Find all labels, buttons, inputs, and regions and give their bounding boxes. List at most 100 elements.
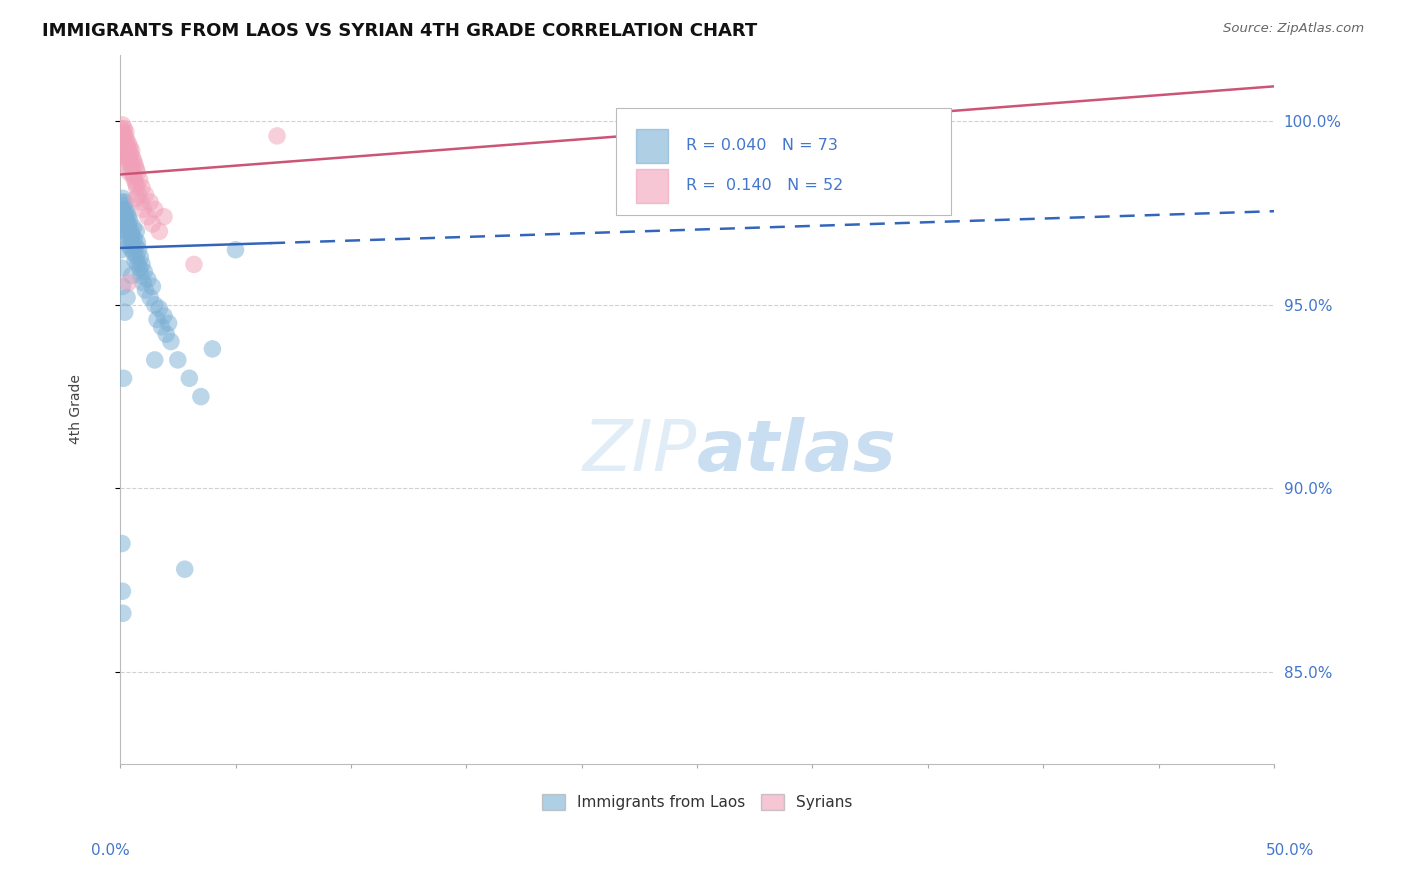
Point [134, 265, 156, 279]
Point [124, 173, 146, 187]
Point [115, 206, 138, 220]
Point [141, 279, 163, 293]
Point [115, 151, 138, 165]
Point [112, 121, 135, 136]
Point [122, 220, 145, 235]
Point [122, 169, 145, 184]
Point [127, 257, 149, 271]
Text: 0.0%: 0.0% [91, 843, 131, 858]
Point [114, 136, 136, 151]
Point [110, 121, 132, 136]
Point [111, 136, 134, 151]
Point [150, 319, 173, 334]
Point [153, 309, 176, 323]
Point [120, 147, 142, 161]
Point [111, 125, 134, 139]
Point [139, 291, 162, 305]
Point [132, 276, 155, 290]
Point [111, 536, 134, 550]
Point [115, 202, 138, 217]
Point [112, 199, 135, 213]
Point [121, 243, 143, 257]
Point [117, 210, 139, 224]
Legend: Immigrants from Laos, Syrians: Immigrants from Laos, Syrians [536, 789, 858, 816]
Point [120, 232, 142, 246]
Point [134, 187, 156, 202]
Point [114, 144, 136, 158]
Point [117, 147, 139, 161]
Point [124, 158, 146, 172]
Point [139, 194, 162, 209]
Point [121, 268, 143, 283]
Point [128, 173, 150, 187]
Point [129, 268, 152, 283]
Point [136, 210, 159, 224]
Point [146, 312, 169, 326]
Point [125, 180, 148, 194]
Point [125, 191, 148, 205]
Bar [636, 128, 668, 163]
Point [117, 136, 139, 151]
Point [148, 224, 170, 238]
Point [115, 125, 138, 139]
Point [115, 140, 138, 154]
Point [118, 140, 141, 154]
Text: 50.0%: 50.0% [1267, 843, 1315, 858]
Point [114, 210, 136, 224]
Text: atlas: atlas [697, 417, 897, 486]
Point [114, 305, 136, 319]
Text: Source: ZipAtlas.com: Source: ZipAtlas.com [1223, 22, 1364, 36]
Point [266, 128, 288, 143]
Point [201, 342, 224, 356]
Point [111, 279, 134, 293]
Point [157, 316, 180, 330]
Point [111, 128, 134, 143]
Point [166, 352, 188, 367]
Text: ZIP: ZIP [582, 417, 697, 486]
Point [127, 235, 149, 250]
Point [124, 253, 146, 268]
Point [112, 371, 135, 385]
Point [121, 235, 143, 250]
Text: R = 0.040   N = 73: R = 0.040 N = 73 [686, 137, 838, 153]
Point [118, 144, 141, 158]
Point [111, 191, 134, 205]
Bar [636, 169, 668, 202]
Point [128, 261, 150, 276]
Point [115, 224, 138, 238]
Point [115, 132, 138, 146]
Point [132, 202, 155, 217]
Text: 4th Grade: 4th Grade [69, 375, 83, 444]
Point [125, 161, 148, 176]
Point [111, 217, 134, 231]
Point [129, 194, 152, 209]
Point [117, 220, 139, 235]
Point [160, 334, 183, 349]
Point [112, 206, 135, 220]
Point [122, 246, 145, 260]
Point [155, 327, 177, 342]
Point [111, 261, 134, 276]
Point [115, 213, 138, 227]
Point [114, 217, 136, 231]
Point [190, 390, 212, 404]
Point [128, 187, 150, 202]
Point [111, 118, 134, 132]
Text: IMMIGRANTS FROM LAOS VS SYRIAN 4TH GRADE CORRELATION CHART: IMMIGRANTS FROM LAOS VS SYRIAN 4TH GRADE… [42, 22, 758, 40]
Point [110, 243, 132, 257]
Point [125, 224, 148, 238]
Point [143, 202, 166, 217]
Point [183, 257, 205, 271]
Point [111, 206, 134, 220]
Point [111, 584, 134, 599]
Point [115, 158, 138, 172]
Point [121, 144, 143, 158]
Point [134, 283, 156, 297]
Point [153, 210, 176, 224]
Point [125, 239, 148, 253]
Point [117, 154, 139, 169]
Point [143, 298, 166, 312]
Point [118, 217, 141, 231]
Point [111, 607, 134, 621]
Point [115, 232, 138, 246]
